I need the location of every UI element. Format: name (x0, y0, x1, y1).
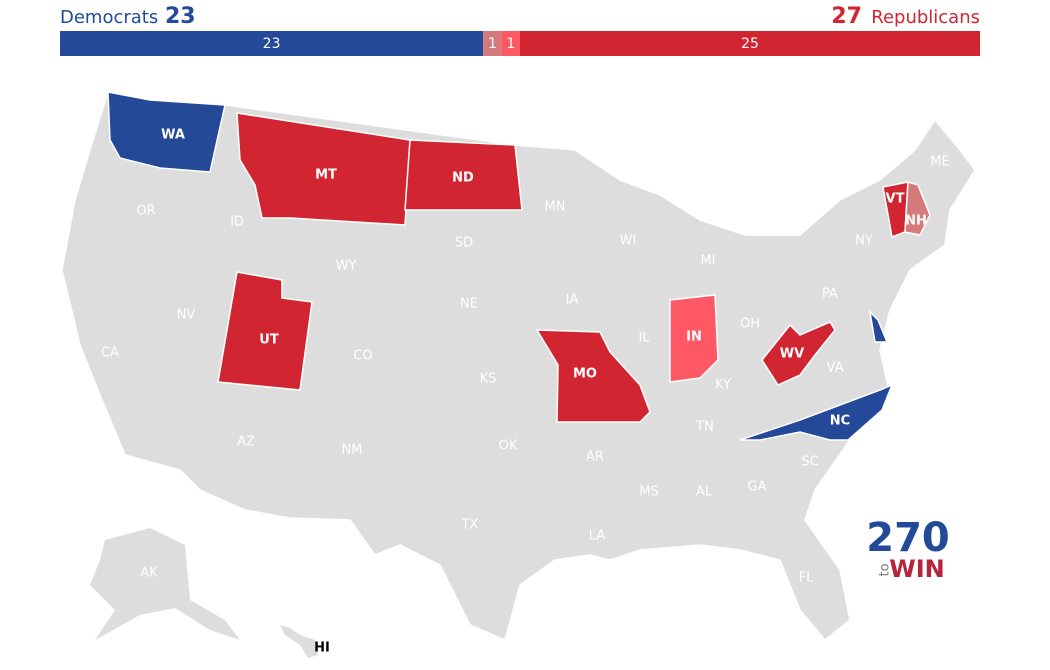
rep-label: Republicans (871, 7, 980, 28)
state-shape (217, 271, 313, 391)
state-label: AZ (237, 435, 255, 450)
state-shape (868, 309, 889, 343)
bar-segment-label: 1 (488, 36, 497, 52)
state-label: MI (700, 254, 715, 269)
logo-bottom: WIN (889, 555, 945, 583)
state-label: NM (342, 443, 363, 458)
state-label: TN (695, 420, 714, 435)
state-label: ME (930, 155, 949, 170)
state-label: AK (140, 566, 158, 581)
state-label: WV (780, 347, 804, 362)
bar-segment (60, 31, 484, 56)
state-label: VA (827, 361, 844, 376)
state-label: IL (638, 331, 650, 346)
state-label: UT (259, 333, 279, 348)
state-label: IN (686, 330, 702, 345)
state-label: NY (855, 234, 873, 249)
state-label: VT (886, 192, 905, 207)
rep-count: 27 (831, 4, 862, 29)
us-outline (61, 91, 976, 658)
bar-segment-label: 23 (263, 36, 281, 52)
state-label: AL (696, 485, 713, 500)
state-label: KS (480, 372, 497, 387)
state-shape (904, 181, 931, 236)
state-label: WI (620, 234, 637, 249)
state-label: LA (589, 529, 606, 544)
state-shape (107, 91, 226, 173)
state-label: IA (566, 293, 579, 308)
state-label: ID (230, 215, 244, 230)
state-label: NE (460, 297, 478, 312)
state-label: OK (499, 439, 518, 454)
dem-label: Democrats (60, 7, 158, 28)
state-label: MT (315, 168, 337, 183)
state-label: HI (314, 641, 330, 656)
state-label: CO (353, 349, 372, 364)
state-shape (404, 139, 523, 211)
state-shape (669, 294, 719, 383)
state-label: ND (452, 171, 474, 186)
state-label: OR (136, 204, 155, 219)
logo-side: to (878, 563, 893, 576)
bar-segment (483, 31, 502, 56)
state-label: SC (801, 455, 818, 470)
bar-segment (520, 31, 980, 56)
bar-segment-label: 25 (741, 36, 759, 52)
state-label: GA (748, 480, 767, 495)
state-label: NH (905, 214, 927, 229)
state-label: AR (586, 450, 604, 465)
state-label: CA (101, 346, 119, 361)
logo-top: 270 (866, 515, 950, 561)
state-label: OH (740, 317, 760, 332)
state-label: MN (545, 200, 566, 215)
state-label: MS (639, 485, 658, 500)
bar-segment (501, 31, 520, 56)
state-shape (761, 321, 836, 386)
state-label: WA (161, 128, 185, 143)
dem-count: 23 (165, 4, 196, 29)
state-label: KY (715, 378, 731, 393)
state-label: SD (455, 236, 473, 251)
state-label: NV (177, 308, 196, 323)
bar-segment-label: 1 (506, 36, 515, 52)
state-shape (535, 329, 651, 423)
state-label: NC (830, 414, 850, 429)
state-label: TX (461, 518, 479, 533)
state-label: FL (799, 571, 814, 586)
state-shape (739, 383, 894, 441)
state-label: PA (822, 287, 838, 302)
state-label: MO (573, 367, 597, 382)
state-label: WY (336, 259, 357, 274)
